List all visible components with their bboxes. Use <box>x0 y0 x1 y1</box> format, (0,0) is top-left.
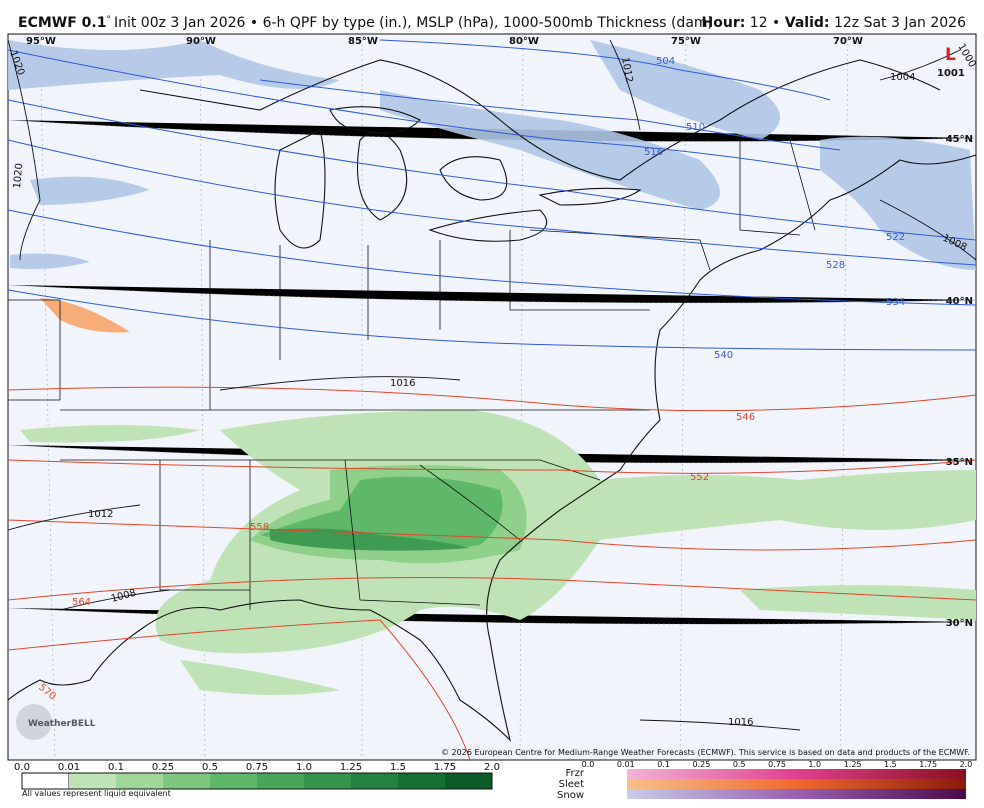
low-symbol: L <box>945 45 956 65</box>
mixed-tick-label: 1.25 <box>844 760 862 769</box>
pressure-label: 1016 <box>390 378 415 389</box>
lon-label: 90°W <box>186 36 216 47</box>
mixed-tick-label: 1.5 <box>884 760 897 769</box>
pressure-label: 1012 <box>88 509 113 520</box>
thickness-label: 564 <box>72 597 91 608</box>
rain-tick-label: 0.75 <box>246 762 268 773</box>
legend-note: All values represent liquid equivalent <box>22 789 171 798</box>
mixed-tick-label: 0.0 <box>582 760 595 769</box>
mixed-tick-label: 2.0 <box>960 760 973 769</box>
lon-label: 75°W <box>671 36 701 47</box>
thickness-label: 558 <box>250 522 269 533</box>
type-label: Frzr <box>566 768 585 779</box>
lat-label: 30°N <box>946 618 973 629</box>
rain-tick-label: 0.5 <box>202 762 218 773</box>
thickness-label: 516 <box>644 147 663 158</box>
mixed-colorbar <box>627 769 966 799</box>
rain-tick-label: 0.25 <box>152 762 174 773</box>
coastlines <box>7 59 977 742</box>
latitude-labels: 45°N 40°N 35°N 30°N <box>946 134 973 629</box>
thickness-label: 546 <box>736 412 755 423</box>
thickness-label: 534 <box>886 297 905 308</box>
longitude-labels: 95°W 90°W 85°W 80°W 75°W 70°W <box>26 36 863 47</box>
type-label: Sleet <box>559 779 584 790</box>
logo-text: WeatherBELL <box>28 719 96 729</box>
thickness-label: 504 <box>656 56 675 67</box>
lat-label: 40°N <box>946 296 973 307</box>
lon-label: 95°W <box>26 36 56 47</box>
lon-label: 80°W <box>509 36 539 47</box>
mixed-tick-label: 0.01 <box>617 760 635 769</box>
lat-label: 45°N <box>946 134 973 145</box>
rain-tick-label: 0.01 <box>58 762 80 773</box>
rain-tick-label: 0.1 <box>108 762 124 773</box>
rain-tick-label: 1.25 <box>340 762 362 773</box>
thickness-label: 510 <box>686 122 705 133</box>
mixed-tick-label: 0.1 <box>657 760 670 769</box>
copyright: © 2026 European Centre for Medium-Range … <box>441 748 970 757</box>
thickness-label: 552 <box>690 472 709 483</box>
rain-tick-label: 1.75 <box>434 762 456 773</box>
pressure-label: 1004 <box>890 72 915 83</box>
mixed-tick-label: 0.25 <box>692 760 710 769</box>
mixed-tick-label: 0.5 <box>733 760 746 769</box>
rain-tick-labels: 0.0 0.01 0.1 0.25 0.5 0.75 1.0 1.25 1.5 1.75 2.0 <box>14 762 500 773</box>
rain-colorbar <box>21 772 493 790</box>
low-pressure: 1001 <box>937 68 965 79</box>
thickness-label: 540 <box>714 350 733 361</box>
rain-tick-label: 2.0 <box>484 762 500 773</box>
thickness-contours <box>7 39 977 761</box>
pressure-label: 1016 <box>728 717 753 728</box>
state-borders <box>8 139 816 610</box>
map: 95°W 90°W 85°W 80°W 75°W 70°W 45°N 40°N … <box>7 33 978 761</box>
mixed-tick-label: 1.75 <box>919 760 937 769</box>
pressure-label: 1012 <box>619 57 634 84</box>
thickness-label: 528 <box>826 260 845 271</box>
valid-time: Hour: 12 • Valid: 12z Sat 3 Jan 2026 <box>702 15 967 31</box>
type-label: Snow <box>557 790 584 801</box>
mixed-tick-label: 0.75 <box>768 760 786 769</box>
logo: WeatherBELL <box>16 704 96 740</box>
lon-label: 70°W <box>833 36 863 47</box>
isobars <box>7 39 977 731</box>
rain-tick-label: 1.5 <box>390 762 406 773</box>
mixed-tick-labels: 0.0 0.01 0.1 0.25 0.5 0.75 1.0 1.25 1.5 1.75 2.0 <box>582 760 973 769</box>
type-labels: Frzr Sleet Snow <box>557 768 585 801</box>
thickness-label: 522 <box>886 232 905 243</box>
rain-tick-label: 1.0 <box>296 762 312 773</box>
lat-label: 35°N <box>946 457 973 468</box>
mixed-tick-label: 1.0 <box>808 760 821 769</box>
title: ECMWF 0.1° Init 00z 3 Jan 2026 • 6-h QPF … <box>18 15 713 31</box>
rain-tick-label: 0.0 <box>14 762 30 773</box>
pressure-label: 1020 <box>12 163 25 189</box>
lon-label: 85°W <box>348 36 378 47</box>
sleet-area <box>40 298 130 333</box>
